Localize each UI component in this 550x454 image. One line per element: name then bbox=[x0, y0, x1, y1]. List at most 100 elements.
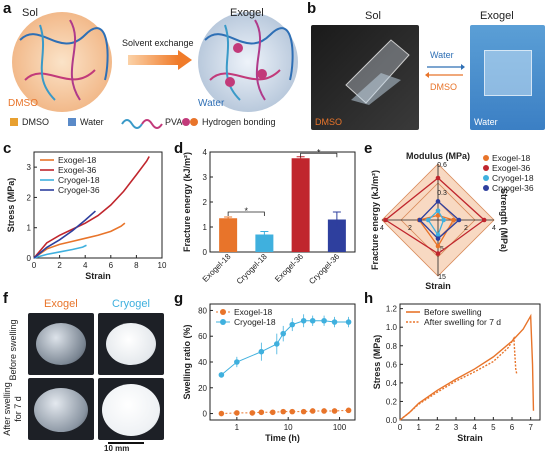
scale-bar bbox=[108, 442, 144, 444]
hydrogen-bond-legend-icon bbox=[190, 118, 198, 126]
pva-chain bbox=[204, 27, 294, 81]
radar-tick-label: 5 bbox=[440, 246, 444, 253]
pva-chain bbox=[39, 24, 56, 101]
bar bbox=[255, 234, 274, 252]
exogel-sphere bbox=[198, 12, 298, 112]
legend-label: Exogel-18 bbox=[492, 153, 531, 163]
x-tick-label: 0 bbox=[32, 261, 37, 270]
radar-tick-label: 2 bbox=[408, 225, 412, 232]
significance-mark: * bbox=[244, 206, 248, 216]
exogel-title: Exogel bbox=[480, 10, 514, 22]
exogel-before-photo bbox=[28, 313, 94, 375]
data-point bbox=[300, 317, 307, 324]
y-tick-label: 0 bbox=[203, 410, 208, 419]
x-tick-label: 7 bbox=[528, 423, 533, 432]
y-axis-label: Stress (MPa) bbox=[372, 335, 382, 390]
panel-label-g: g bbox=[174, 290, 184, 307]
water-label: Water bbox=[198, 98, 225, 109]
x-tick-label: 4 bbox=[83, 261, 88, 270]
data-point bbox=[274, 341, 280, 347]
y-tick-label: 0 bbox=[27, 254, 32, 263]
sol-sphere bbox=[12, 12, 112, 112]
pva-chain bbox=[254, 19, 266, 101]
y-tick-label: 20 bbox=[198, 384, 207, 393]
radar-chart: 0.6 0.3 4 2 15 5 4 2 Modulus (MPa) Strain Fracture… bbox=[370, 151, 534, 290]
y-tick-label: 0 bbox=[203, 248, 208, 257]
panel-a: a Sol Exogel Solvent bbox=[0, 0, 300, 140]
data-point bbox=[258, 348, 265, 355]
legend-marker bbox=[483, 165, 489, 171]
hydrogen-bond-node bbox=[233, 43, 243, 53]
arrow-water-label: Water bbox=[430, 50, 454, 60]
y-tick-label: 0.0 bbox=[386, 416, 398, 425]
x-axis-label: Strain bbox=[457, 433, 483, 443]
gel-disc bbox=[106, 323, 156, 365]
data-point bbox=[321, 317, 327, 324]
cryogel-after-photo bbox=[98, 378, 164, 440]
data-point bbox=[300, 408, 307, 415]
col-cryogel-title: Cryogel bbox=[112, 298, 150, 310]
panel-e: e 0.6 0.3 4 2 15 5 4 2 Modulus (MPa) Strain Fractu… bbox=[362, 140, 550, 290]
y-tick-label: 0.4 bbox=[386, 379, 398, 388]
x-tick-label: 2 bbox=[435, 423, 440, 432]
y-tick-label: 40 bbox=[198, 358, 207, 367]
panel-g: g 1 10 100 0 20 40 60 80 Time (h) Swelling ratio … bbox=[172, 290, 362, 454]
pva-chain bbox=[224, 24, 241, 101]
data-point bbox=[331, 319, 338, 325]
panel-h: h 0 1 2 3 4 5 6 7 0.0 0.2 0.4 0.6 0.8 1.0 1.2 Strain Str… bbox=[362, 290, 550, 454]
legend-dmso: DMSO bbox=[22, 117, 49, 127]
radar-point bbox=[417, 217, 423, 223]
y-axis-label: Swelling ratio (%) bbox=[182, 324, 192, 399]
scale-bar-label: 10 mm bbox=[104, 444, 130, 453]
y-tick-label: 3 bbox=[27, 163, 32, 172]
legend-marker bbox=[220, 309, 226, 315]
x-tick-label: 1 bbox=[235, 423, 240, 432]
panel-label-e: e bbox=[364, 140, 373, 157]
series-line bbox=[399, 313, 535, 421]
panel-label-b: b bbox=[307, 0, 317, 17]
x-tick-label: 4 bbox=[472, 423, 477, 432]
col-exogel-title: Exogel bbox=[44, 298, 78, 310]
significance-mark: * bbox=[317, 147, 321, 157]
hydrogen-bond-node bbox=[225, 77, 235, 87]
bar bbox=[291, 158, 310, 252]
radar-axis-label: Fracture energy (kJ/m²) bbox=[370, 170, 380, 270]
x-axis-label: Strain bbox=[85, 271, 111, 281]
pva-legend-icon bbox=[141, 119, 163, 129]
category-label: Cryogel-36 bbox=[307, 252, 341, 286]
data-point bbox=[309, 408, 316, 414]
panel-f: f Exogel Cryogel Before swelling After s… bbox=[0, 290, 172, 454]
pva-chain bbox=[209, 69, 281, 81]
legend-label: Cryogel-18 bbox=[492, 173, 534, 183]
data-point bbox=[345, 319, 352, 325]
pva-legend-icon bbox=[121, 119, 143, 129]
swelling-stress-strain-chart: 0 1 2 3 4 5 6 7 0.0 0.2 0.4 0.6 0.8 1.0 1.2 Strain Stres… bbox=[372, 303, 541, 443]
x-tick-label: 8 bbox=[134, 261, 139, 270]
radar-point bbox=[425, 217, 431, 223]
data-point bbox=[249, 410, 256, 416]
solvent-exchange-arrowhead bbox=[178, 50, 192, 70]
radar-point bbox=[435, 232, 441, 238]
schematic-a bbox=[10, 12, 298, 129]
dmso-legend-icon bbox=[10, 118, 18, 126]
legend-label: Cryogel-36 bbox=[58, 185, 100, 195]
data-point bbox=[309, 317, 316, 324]
x-tick-label: 3 bbox=[454, 423, 459, 432]
y-tick-label: 0.8 bbox=[386, 342, 398, 351]
data-point bbox=[321, 408, 327, 414]
solvent-exchange-label: Solvent exchange bbox=[122, 38, 194, 48]
bar bbox=[327, 219, 346, 252]
significance-bracket bbox=[227, 211, 265, 216]
row-after-label: After swelling for 7 d bbox=[2, 382, 23, 436]
panel-label-d: d bbox=[174, 140, 184, 157]
y-tick-label: 4 bbox=[203, 148, 208, 157]
x-tick-label: 10 bbox=[158, 261, 167, 270]
y-tick-label: 1 bbox=[27, 224, 32, 233]
sol-vial-photo: DMSO bbox=[311, 25, 419, 130]
legend-label: After swelling for 7 d bbox=[424, 317, 501, 327]
radar-point bbox=[435, 175, 441, 181]
data-point bbox=[345, 407, 352, 414]
data-point bbox=[234, 410, 240, 416]
legend-label: Cryogel-36 bbox=[492, 183, 534, 193]
